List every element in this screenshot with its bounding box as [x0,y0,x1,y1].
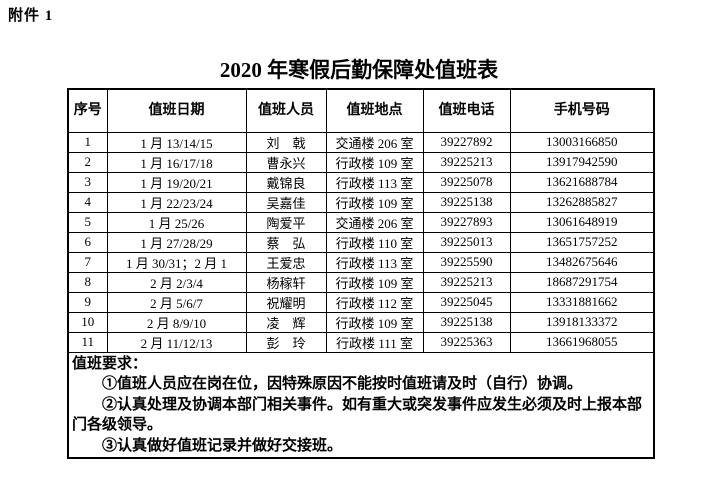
header-place: 值班地点 [325,88,424,133]
cell-index: 5 [67,211,108,233]
note-item-3: ③认真做好值班记录并做好交接班。 [102,437,343,454]
table-row: 4 1 月 22/23/24 吴嘉佳 行政楼 109 室 39225138 13… [67,191,655,213]
cell-place: 交通楼 206 室 [325,131,424,153]
cell-phone: 39225138 [422,311,511,333]
cell-person: 刘 戟 [245,131,327,153]
cell-place: 行政楼 109 室 [325,151,424,173]
table-row: 3 1 月 19/20/21 戴锦良 行政楼 113 室 39225078 13… [67,171,655,193]
cell-mobile: 13621688784 [509,171,655,193]
cell-date: 1 月 30/31；2 月 1 [106,251,247,273]
header-phone: 值班电话 [422,88,511,133]
cell-place: 行政楼 110 室 [325,231,424,253]
table-row: 8 2 月 2/3/4 杨稼轩 行政楼 109 室 39225213 18687… [67,271,655,293]
cell-mobile: 13651757252 [509,231,655,253]
cell-mobile: 13331881662 [509,291,655,313]
cell-place: 行政楼 111 室 [325,331,424,353]
cell-date: 2 月 11/12/13 [106,331,247,353]
cell-index: 3 [67,171,108,193]
table-row: 11 2 月 11/12/13 彭 玲 行政楼 111 室 39225363 1… [67,331,655,353]
cell-place: 行政楼 112 室 [325,291,424,313]
cell-person: 凌 辉 [245,311,327,333]
cell-index: 2 [67,151,108,173]
cell-phone: 39225078 [422,171,511,193]
cell-phone: 39227892 [422,131,511,153]
note-item-1: ①值班人员应在岗在位，因特殊原因不能按时值班请及时（自行）协调。 [102,376,583,392]
cell-place: 交通楼 206 室 [325,211,424,233]
table-row: 9 2 月 5/6/7 祝耀明 行政楼 112 室 39225045 13331… [67,291,655,313]
cell-index: 7 [67,251,108,273]
cell-date: 2 月 8/9/10 [106,311,247,333]
cell-date: 1 月 25/26 [106,211,247,233]
cell-mobile: 13661968055 [509,331,655,353]
cell-date: 1 月 22/23/24 [106,191,247,213]
table-row: 7 1 月 30/31；2 月 1 王爱忠 行政楼 113 室 39225590… [67,251,655,273]
table-row: 2 1 月 16/17/18 曹永兴 行政楼 109 室 39225213 13… [67,151,655,173]
cell-mobile: 13262885827 [509,191,655,213]
notes-cell: 值班要求： ①值班人员应在岗在位，因特殊原因不能按时值班请及时（自行）协调。 ②… [67,351,655,459]
cell-phone: 39225138 [422,191,511,213]
table-row: 6 1 月 27/28/29 蔡 弘 行政楼 110 室 39225013 13… [67,231,655,253]
cell-index: 1 [67,131,108,153]
cell-person: 戴锦良 [245,171,327,193]
cell-date: 2 月 5/6/7 [106,291,247,313]
cell-date: 2 月 2/3/4 [106,271,247,293]
cell-index: 4 [67,191,108,213]
cell-person: 吴嘉佳 [245,191,327,213]
table-row: 10 2 月 8/9/10 凌 辉 行政楼 109 室 39225138 139… [67,311,655,333]
cell-mobile: 18687291754 [509,271,655,293]
cell-index: 11 [67,331,108,353]
notes-heading: 值班要求： [72,355,148,372]
attachment-label: 附件 1 [8,8,54,24]
cell-place: 行政楼 113 室 [325,171,424,193]
cell-phone: 39225013 [422,231,511,253]
cell-mobile: 13003166850 [509,131,655,153]
cell-index: 6 [67,231,108,253]
cell-mobile: 13482675646 [509,251,655,273]
cell-mobile: 13917942590 [509,151,655,173]
cell-index: 10 [67,311,108,333]
duty-schedule-table: 序号 值班日期 值班人员 值班地点 值班电话 手机号码 1 1 月 13/14/… [67,88,655,459]
page-title: 2020 年寒假后勤保障处值班表 [219,58,499,82]
cell-person: 陶爱平 [245,211,327,233]
cell-phone: 39225363 [422,331,511,353]
cell-mobile: 13918133372 [509,311,655,333]
cell-place: 行政楼 109 室 [325,191,424,213]
table-header-row: 序号 值班日期 值班人员 值班地点 值班电话 手机号码 [67,88,655,133]
cell-place: 行政楼 109 室 [325,311,424,333]
cell-date: 1 月 19/20/21 [106,171,247,193]
cell-date: 1 月 27/28/29 [106,231,247,253]
cell-index: 8 [67,271,108,293]
table-row: 5 1 月 25/26 陶爱平 交通楼 206 室 39227893 13061… [67,211,655,233]
notes-row: 值班要求： ①值班人员应在岗在位，因特殊原因不能按时值班请及时（自行）协调。 ②… [67,351,655,459]
table-row: 1 1 月 13/14/15 刘 戟 交通楼 206 室 39227892 13… [67,131,655,153]
cell-index: 9 [67,291,108,313]
cell-mobile: 13061648919 [509,211,655,233]
cell-date: 1 月 16/17/18 [106,151,247,173]
cell-person: 蔡 弘 [245,231,327,253]
cell-phone: 39227893 [422,211,511,233]
cell-person: 彭 玲 [245,331,327,353]
cell-person: 王爱忠 [245,251,327,273]
cell-phone: 39225213 [422,271,511,293]
cell-person: 祝耀明 [245,291,327,313]
header-mobile: 手机号码 [509,88,655,133]
cell-phone: 39225045 [422,291,511,313]
cell-phone: 39225213 [422,151,511,173]
table-notes-section: 值班要求： ①值班人员应在岗在位，因特殊原因不能按时值班请及时（自行）协调。 ②… [67,351,655,459]
note-item-2: ②认真处理及协调本部门相关事件。如有重大或突发事件应发生必须及时上报本部门各级领… [72,396,643,434]
cell-person: 曹永兴 [245,151,327,173]
cell-phone: 39225590 [422,251,511,273]
header-person: 值班人员 [245,88,327,133]
cell-place: 行政楼 113 室 [325,251,424,273]
cell-place: 行政楼 109 室 [325,271,424,293]
table-body: 1 1 月 13/14/15 刘 戟 交通楼 206 室 39227892 13… [67,131,655,353]
header-index: 序号 [67,88,108,133]
cell-date: 1 月 13/14/15 [106,131,247,153]
cell-person: 杨稼轩 [245,271,327,293]
header-date: 值班日期 [106,88,247,133]
